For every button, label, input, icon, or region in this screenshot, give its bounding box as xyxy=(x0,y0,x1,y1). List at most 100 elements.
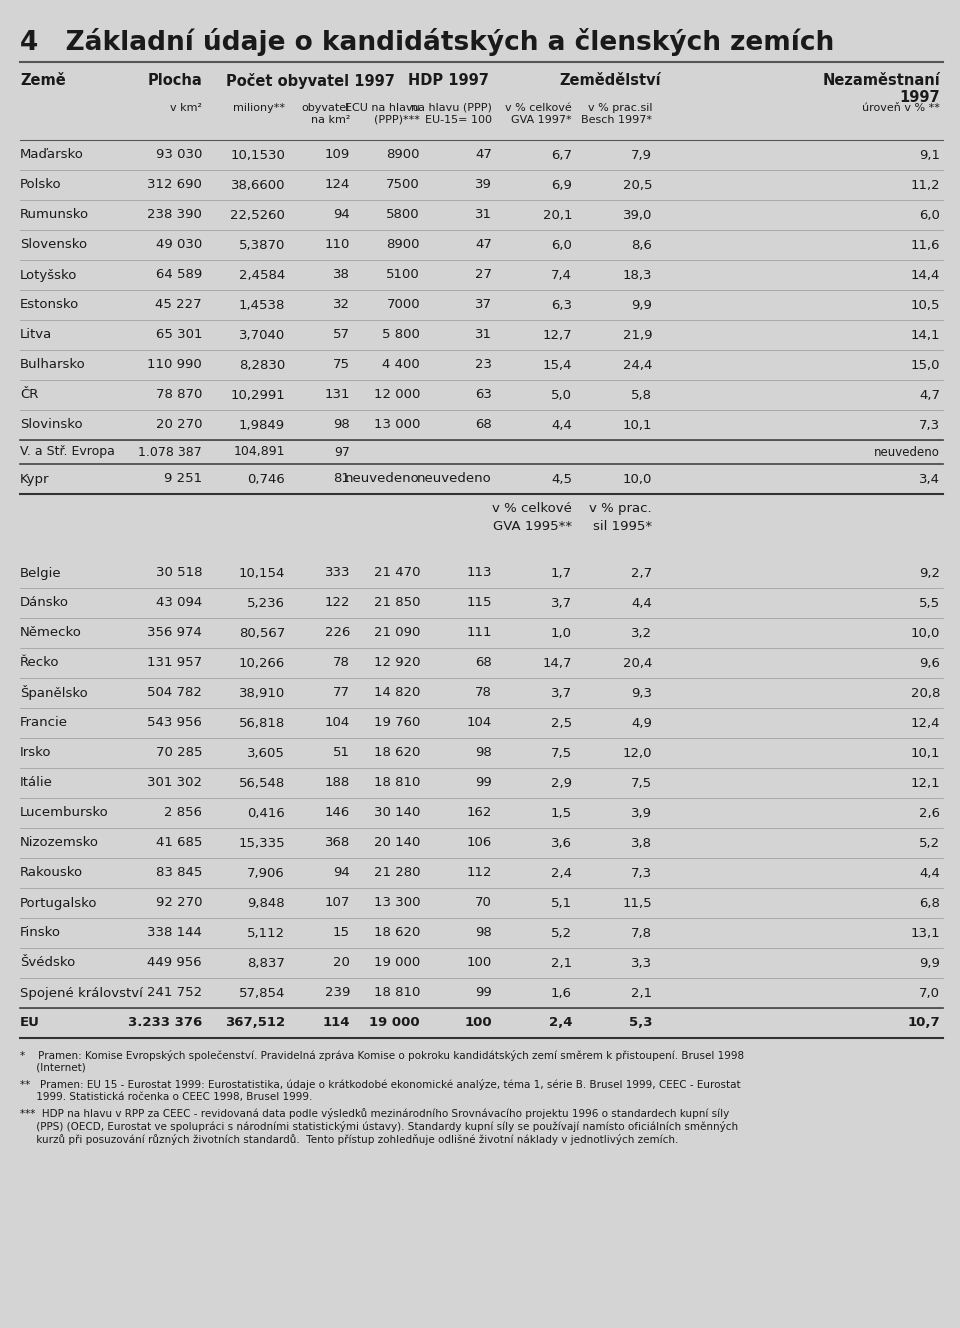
Text: Litva: Litva xyxy=(20,328,52,341)
Text: 4,4: 4,4 xyxy=(919,866,940,879)
Text: Kypr: Kypr xyxy=(20,473,50,486)
Text: 8,2830: 8,2830 xyxy=(239,359,285,372)
Text: 78 870: 78 870 xyxy=(156,389,202,401)
Text: miliony**: miliony** xyxy=(233,104,285,113)
Text: 3,7040: 3,7040 xyxy=(239,328,285,341)
Text: 20,5: 20,5 xyxy=(622,178,652,191)
Text: Řecko: Řecko xyxy=(20,656,60,669)
Text: 94: 94 xyxy=(333,208,350,222)
Text: 15,335: 15,335 xyxy=(238,837,285,850)
Text: 3,8: 3,8 xyxy=(631,837,652,850)
Text: 31: 31 xyxy=(475,328,492,341)
Text: 27: 27 xyxy=(475,268,492,282)
Text: 2 856: 2 856 xyxy=(164,806,202,819)
Text: Irsko: Irsko xyxy=(20,746,52,760)
Text: 5,112: 5,112 xyxy=(247,927,285,939)
Text: 70: 70 xyxy=(475,896,492,910)
Text: 38,910: 38,910 xyxy=(239,687,285,700)
Text: 9,2: 9,2 xyxy=(919,567,940,579)
Text: 41 685: 41 685 xyxy=(156,837,202,850)
Text: 10,1: 10,1 xyxy=(910,746,940,760)
Text: 10,5: 10,5 xyxy=(910,299,940,312)
Text: v % prac.: v % prac. xyxy=(589,502,652,515)
Text: 93 030: 93 030 xyxy=(156,149,202,162)
Text: 10,266: 10,266 xyxy=(239,656,285,669)
Text: 21 850: 21 850 xyxy=(373,596,420,610)
Text: 9,1: 9,1 xyxy=(919,149,940,162)
Text: Estonsko: Estonsko xyxy=(20,299,80,312)
Text: 15: 15 xyxy=(333,927,350,939)
Text: 1,0: 1,0 xyxy=(551,627,572,640)
Text: Počet obyvatel 1997: Počet obyvatel 1997 xyxy=(226,73,395,89)
Text: 111: 111 xyxy=(467,627,492,640)
Text: 11,6: 11,6 xyxy=(910,239,940,251)
Text: 32: 32 xyxy=(333,299,350,312)
Text: 9,9: 9,9 xyxy=(631,299,652,312)
Text: obyvatel
na km²: obyvatel na km² xyxy=(301,104,350,125)
Text: 239: 239 xyxy=(324,987,350,1000)
Text: 6,3: 6,3 xyxy=(551,299,572,312)
Text: 8900: 8900 xyxy=(387,149,420,162)
Text: ČR: ČR xyxy=(20,389,38,401)
Text: EU: EU xyxy=(20,1016,40,1029)
Text: 51: 51 xyxy=(333,746,350,760)
Text: 10,2991: 10,2991 xyxy=(230,389,285,401)
Text: ECU na hlavu
(PPP)***: ECU na hlavu (PPP)*** xyxy=(346,104,420,125)
Text: 45 227: 45 227 xyxy=(156,299,202,312)
Text: 7,5: 7,5 xyxy=(631,777,652,790)
Text: 18 810: 18 810 xyxy=(373,777,420,790)
Text: 6,9: 6,9 xyxy=(551,178,572,191)
Text: 7500: 7500 xyxy=(386,178,420,191)
Text: Nezaměstnaní
1997: Nezaměstnaní 1997 xyxy=(823,73,940,105)
Text: 3,7: 3,7 xyxy=(551,596,572,610)
Text: 57: 57 xyxy=(333,328,350,341)
Text: Maďarsko: Maďarsko xyxy=(20,149,84,162)
Text: 63: 63 xyxy=(475,389,492,401)
Text: 37: 37 xyxy=(475,299,492,312)
Text: Země: Země xyxy=(20,73,65,88)
Text: 12 920: 12 920 xyxy=(373,656,420,669)
Text: 14 820: 14 820 xyxy=(373,687,420,700)
Text: 113: 113 xyxy=(467,567,492,579)
Text: 3,3: 3,3 xyxy=(631,956,652,969)
Text: 23: 23 xyxy=(475,359,492,372)
Text: 8900: 8900 xyxy=(387,239,420,251)
Text: 5800: 5800 xyxy=(386,208,420,222)
Text: 13 300: 13 300 xyxy=(373,896,420,910)
Text: *    Pramen: Komise Evropských společenství. Pravidelná zpráva Komise o pokroku : * Pramen: Komise Evropských společenství… xyxy=(20,1050,744,1061)
Text: 65 301: 65 301 xyxy=(156,328,202,341)
Text: 56,818: 56,818 xyxy=(239,717,285,729)
Text: 64 589: 64 589 xyxy=(156,268,202,282)
Text: kurzů při posuzování různých životních standardů.  Tento přístup zohledňuje odli: kurzů při posuzování různých životních s… xyxy=(20,1134,679,1145)
Text: 15,0: 15,0 xyxy=(910,359,940,372)
Text: 112: 112 xyxy=(467,866,492,879)
Text: 4,4: 4,4 xyxy=(551,418,572,432)
Text: 18 620: 18 620 xyxy=(373,927,420,939)
Text: 83 845: 83 845 xyxy=(156,866,202,879)
Text: Lucembursko: Lucembursko xyxy=(20,806,108,819)
Text: ***  HDP na hlavu v RPP za CEEC - revidovaná data podle výsledků mezinárodního S: *** HDP na hlavu v RPP za CEEC - revidov… xyxy=(20,1108,730,1120)
Text: Slovinsko: Slovinsko xyxy=(20,418,83,432)
Text: 0,746: 0,746 xyxy=(248,473,285,486)
Text: 9,9: 9,9 xyxy=(919,956,940,969)
Text: 2,6: 2,6 xyxy=(919,806,940,819)
Text: 77: 77 xyxy=(333,687,350,700)
Text: 3,9: 3,9 xyxy=(631,806,652,819)
Text: 4,5: 4,5 xyxy=(551,473,572,486)
Text: 97: 97 xyxy=(334,445,350,458)
Text: Zemědělství: Zemědělství xyxy=(559,73,660,88)
Text: 100: 100 xyxy=(467,956,492,969)
Text: Rakousko: Rakousko xyxy=(20,866,84,879)
Text: 2,4: 2,4 xyxy=(548,1016,572,1029)
Text: 110: 110 xyxy=(324,239,350,251)
Text: v km²: v km² xyxy=(170,104,202,113)
Text: 38,6600: 38,6600 xyxy=(230,178,285,191)
Text: 12,7: 12,7 xyxy=(542,328,572,341)
Text: 18 810: 18 810 xyxy=(373,987,420,1000)
Text: 78: 78 xyxy=(475,687,492,700)
Text: neuvedeno: neuvedeno xyxy=(875,445,940,458)
Text: 14,4: 14,4 xyxy=(911,268,940,282)
Text: 4,9: 4,9 xyxy=(631,717,652,729)
Text: 8,837: 8,837 xyxy=(247,956,285,969)
Text: 2,5: 2,5 xyxy=(551,717,572,729)
